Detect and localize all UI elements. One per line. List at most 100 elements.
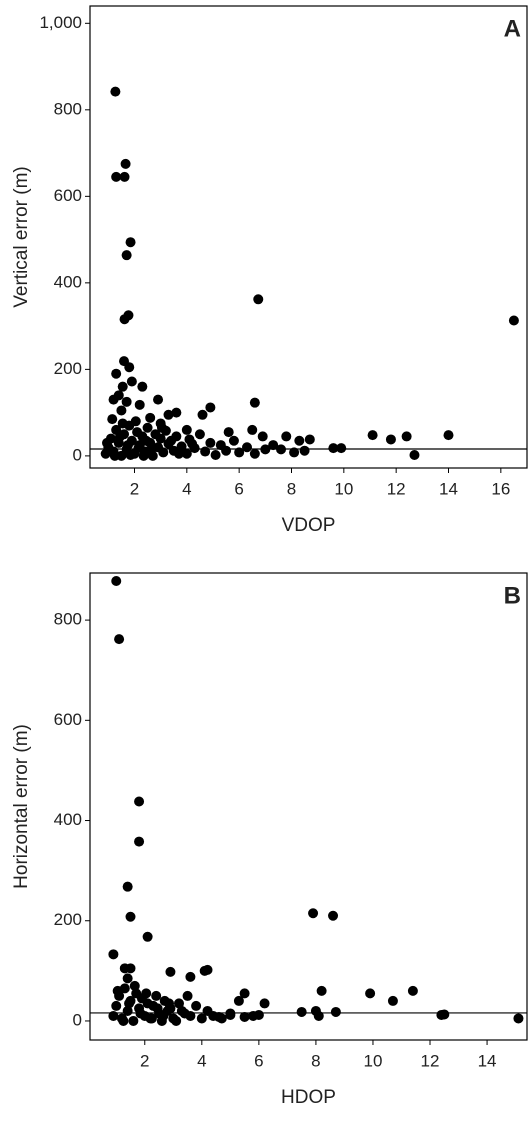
x-tick-label: 10 [334, 479, 353, 498]
point [108, 1010, 119, 1021]
point [165, 966, 176, 977]
point [129, 980, 140, 991]
y-axis-title: Horizontal error (m) [11, 724, 32, 889]
y-tick-label: 0 [73, 445, 82, 464]
point [133, 443, 144, 454]
point [107, 414, 118, 425]
point [108, 949, 119, 960]
point [205, 437, 216, 448]
point [134, 796, 145, 807]
x-tick-label: 14 [439, 479, 458, 498]
point [122, 973, 133, 984]
point [268, 440, 279, 451]
point [181, 448, 192, 459]
point [200, 446, 211, 457]
point [181, 424, 192, 435]
point [239, 1011, 250, 1022]
point [155, 433, 166, 444]
point [328, 443, 339, 454]
point [134, 399, 145, 410]
point [130, 416, 141, 427]
point [121, 396, 132, 407]
x-tick-label: 8 [287, 479, 296, 498]
x-tick-label: 12 [421, 1051, 440, 1070]
point [197, 409, 208, 420]
point [187, 438, 198, 449]
point [173, 998, 184, 1009]
y-tick-label: 200 [54, 359, 82, 378]
point [120, 158, 131, 169]
x-tick-label: 8 [311, 1051, 320, 1070]
point [153, 394, 164, 405]
point [253, 294, 264, 305]
point [110, 86, 121, 97]
point [367, 430, 378, 441]
point [253, 1009, 264, 1020]
y-tick-label: 200 [54, 910, 82, 929]
y-axis-title: Vertical error (m) [11, 166, 32, 307]
point [221, 445, 232, 456]
point [164, 998, 175, 1009]
point [141, 435, 152, 446]
point [233, 995, 244, 1006]
point [142, 422, 153, 433]
point [111, 576, 122, 587]
point [257, 431, 268, 442]
point [313, 1010, 324, 1021]
point [135, 1008, 146, 1019]
point [158, 1010, 169, 1021]
point [202, 964, 213, 975]
point [401, 431, 412, 442]
point [138, 450, 149, 461]
point [128, 1015, 139, 1026]
x-tick-label: 16 [491, 479, 510, 498]
point [194, 429, 205, 440]
plot-frame [89, 5, 528, 469]
point [242, 442, 253, 453]
point [191, 1000, 202, 1011]
point [141, 988, 152, 999]
point [196, 1013, 207, 1024]
y-tick-label: 1,000 [39, 13, 82, 32]
point [304, 434, 315, 445]
point [289, 447, 300, 458]
point [281, 431, 292, 442]
point [171, 407, 182, 418]
plot-frame [89, 572, 528, 1041]
point [115, 431, 126, 442]
point [126, 376, 137, 387]
point [112, 985, 123, 996]
point [158, 447, 169, 458]
point [249, 397, 260, 408]
x-tick-label: 6 [254, 1051, 263, 1070]
point [171, 1015, 182, 1026]
point [336, 443, 347, 454]
point [223, 427, 234, 438]
point [163, 409, 174, 420]
point [145, 412, 156, 423]
point [156, 422, 167, 433]
point [121, 250, 132, 261]
point [387, 995, 398, 1006]
point [508, 315, 519, 326]
x-tick-label: 2 [140, 1051, 149, 1070]
point [294, 435, 305, 446]
point [276, 444, 287, 455]
x-tick-label: 14 [478, 1051, 497, 1070]
point [142, 931, 153, 942]
y-tick-label: 0 [73, 1010, 82, 1029]
y-tick-label: 800 [54, 99, 82, 118]
point [124, 362, 135, 373]
point [111, 171, 122, 182]
x-tick-label: 10 [364, 1051, 383, 1070]
point [208, 1010, 219, 1021]
point [443, 430, 454, 441]
point [152, 1003, 163, 1014]
point [125, 237, 136, 248]
point [137, 381, 148, 392]
x-tick-label: 4 [182, 479, 191, 498]
point [385, 434, 396, 445]
point [173, 448, 184, 459]
point [330, 1006, 341, 1017]
